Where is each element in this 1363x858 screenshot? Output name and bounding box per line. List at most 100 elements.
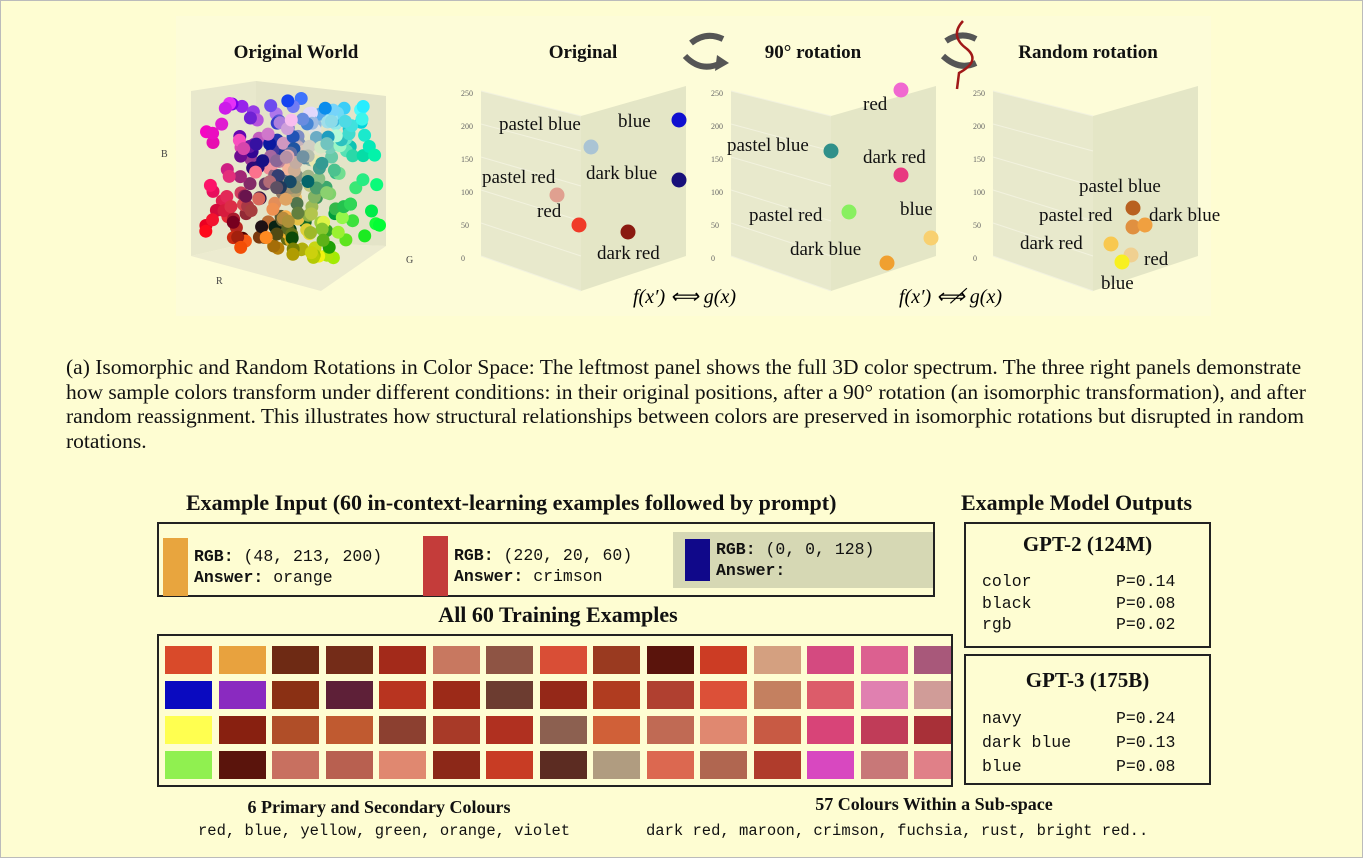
- rotation-arrow-icon: [682, 32, 729, 71]
- training-color-cell: [325, 716, 373, 744]
- answer-label: Answer:: [454, 567, 524, 586]
- example-2: RGB: (220, 20, 60) Answer: crimson: [423, 536, 632, 596]
- color-point: [549, 187, 565, 203]
- training-color-cell: [539, 751, 587, 779]
- color-point: [879, 255, 895, 271]
- training-color-cell: [914, 681, 951, 709]
- training-color-cell: [807, 716, 854, 744]
- rgb-value: (220, 20, 60): [503, 546, 633, 565]
- training-color-cell: [165, 646, 212, 674]
- world-color-point: [356, 100, 370, 113]
- color-space-plots: B R G 250 200 150 100 50 0 pastel blue blue past…: [161, 20, 1220, 308]
- world-color-point: [285, 231, 299, 245]
- color-point: [583, 139, 599, 155]
- answer-label: Answer:: [194, 568, 264, 587]
- color-point: [841, 204, 857, 220]
- world-color-point: [315, 156, 329, 170]
- axis-tick-label: 0: [711, 254, 715, 263]
- world-color-point: [327, 163, 341, 177]
- training-color-cell: [646, 751, 694, 779]
- world-color-point: [218, 101, 232, 115]
- training-color-cell: [539, 681, 587, 709]
- color-point: [1125, 219, 1141, 235]
- color-swatch: [685, 539, 710, 581]
- axis-label-b: B: [161, 149, 168, 160]
- color-point: [893, 167, 909, 183]
- training-color-cell: [700, 646, 747, 674]
- color-point-label: dark blue: [1149, 205, 1220, 226]
- world-color-point: [220, 190, 234, 203]
- rgb-value: (48, 213, 200): [243, 547, 383, 566]
- world-color-point: [358, 229, 372, 243]
- axis-label-g: G: [406, 255, 413, 266]
- training-color-cell: [218, 681, 266, 709]
- training-color-cell: [379, 646, 426, 674]
- world-color-point: [294, 92, 308, 105]
- equivalence-relation: f(x′) ⟺ g(x): [633, 286, 736, 308]
- axis-tick-label: 100: [973, 188, 985, 197]
- output-row: navy P=0.24: [982, 709, 1176, 728]
- world-color-point: [279, 150, 293, 164]
- world-color-point: [356, 173, 370, 187]
- training-color-cell: [325, 646, 373, 674]
- world-color-point: [296, 112, 310, 126]
- world-color-point: [226, 215, 240, 229]
- training-color-cell: [325, 751, 373, 779]
- world-color-point: [358, 128, 372, 142]
- world-color-point: [291, 206, 305, 220]
- rgb-label: RGB:: [194, 547, 234, 566]
- world-color-point: [335, 211, 349, 225]
- color-point-label: red: [863, 94, 888, 115]
- title-random-rotation: Random rotation: [1018, 42, 1158, 63]
- training-color-cell: [700, 751, 747, 779]
- world-color-point: [310, 131, 323, 144]
- subspace-colours-list: dark red, maroon, crimson, fuchsia, rust…: [646, 822, 1149, 840]
- training-examples-grid-box: [157, 634, 953, 787]
- training-color-cell: [379, 681, 426, 709]
- color-point-label: dark red: [597, 243, 660, 264]
- world-color-point: [284, 113, 298, 127]
- world-color-point: [243, 111, 257, 125]
- training-color-cell: [486, 681, 533, 709]
- training-examples-title: All 60 Training Examples: [438, 602, 678, 627]
- axis-tick-label: 0: [461, 254, 465, 263]
- world-color-point: [199, 224, 213, 238]
- training-color-cell: [218, 646, 266, 674]
- training-color-cell: [486, 716, 533, 744]
- world-color-point: [283, 175, 297, 189]
- answer-label: Answer:: [716, 561, 786, 580]
- training-color-cell: [593, 751, 640, 779]
- color-swatch: [423, 536, 448, 596]
- world-color-point: [324, 114, 338, 128]
- world-color-point: [304, 246, 318, 260]
- color-point-label: blue: [900, 199, 933, 220]
- gpt3-output-box: GPT-3 (175B) navy P=0.24 dark blue P=0.13 …: [964, 654, 1211, 785]
- world-color-point: [346, 149, 360, 163]
- world-color-point: [365, 204, 378, 218]
- world-color-point: [252, 192, 266, 206]
- world-color-point: [270, 181, 284, 195]
- world-color-point: [286, 247, 300, 261]
- world-color-point: [267, 239, 281, 253]
- color-point: [671, 112, 687, 128]
- scatter-panel-plot_original: 250 200 150 100 50 0 pastel blue blue pastel red…: [461, 86, 687, 292]
- training-color-cell: [646, 646, 694, 674]
- color-point-label: red: [1144, 249, 1169, 270]
- color-swatch: [163, 538, 188, 596]
- title-90-rotation: 90° rotation: [764, 42, 862, 63]
- training-color-cell: [646, 681, 694, 709]
- color-point-label: blue: [618, 111, 651, 132]
- training-color-cell: [379, 716, 426, 744]
- world-color-point: [266, 202, 280, 216]
- color-point: [571, 217, 587, 233]
- rgb-value: (0, 0, 128): [765, 540, 875, 559]
- title-original: Original: [548, 42, 618, 63]
- example-3-prompt: RGB: (0, 0, 128) Answer:: [673, 532, 933, 588]
- color-point-label: dark red: [863, 147, 926, 168]
- color-point-label: dark red: [1020, 233, 1083, 254]
- training-color-cell: [914, 646, 951, 674]
- world-color-point: [279, 192, 293, 206]
- training-color-cell: [432, 751, 480, 779]
- rgb-label: RGB:: [454, 546, 494, 565]
- random-rotation-icon: [940, 20, 978, 90]
